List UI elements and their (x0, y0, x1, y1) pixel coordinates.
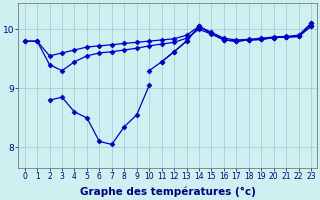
X-axis label: Graphe des températures (°c): Graphe des températures (°c) (80, 187, 256, 197)
